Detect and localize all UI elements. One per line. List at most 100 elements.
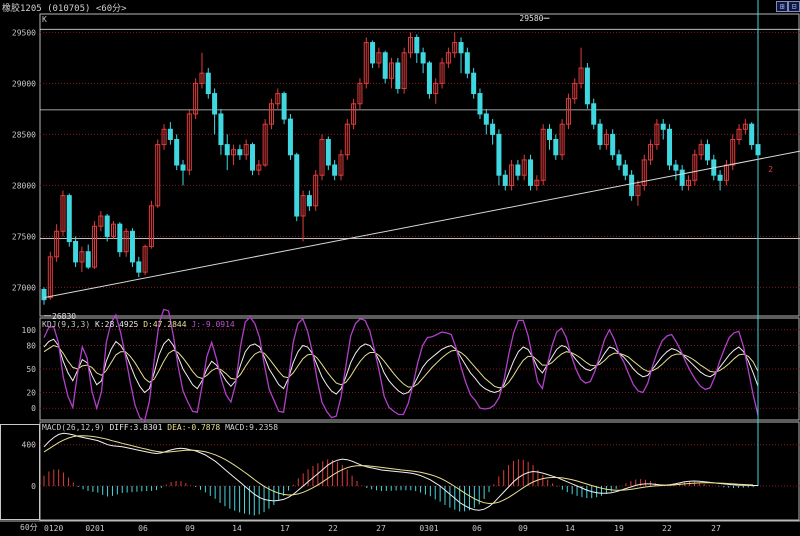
x-tick-label: 06	[472, 524, 482, 533]
candle-up	[344, 123, 350, 156]
candle-up	[60, 195, 66, 232]
candle-up	[698, 144, 704, 156]
candle-up	[433, 82, 439, 95]
candle-down	[426, 62, 432, 95]
macd-dea-line	[43, 435, 754, 505]
candle-up	[231, 149, 237, 156]
candle-up	[401, 52, 407, 89]
candle-down	[464, 52, 470, 74]
candle-down	[136, 261, 142, 273]
candle-up	[243, 144, 249, 156]
candle-up	[654, 123, 660, 146]
x-tick-label: 19	[614, 524, 624, 533]
kdj-j-line	[43, 308, 759, 422]
kdj-tick-label: 20	[26, 389, 36, 398]
candle-down	[477, 93, 483, 115]
candle-up	[407, 36, 413, 54]
candle-up	[193, 82, 199, 115]
candle-up	[521, 159, 527, 176]
candle-up	[123, 230, 129, 253]
kdj-k-line	[43, 338, 759, 395]
candle-down	[483, 113, 489, 125]
candle-up	[742, 123, 748, 130]
candle-down	[622, 164, 628, 176]
price-tick-label: 27500	[12, 232, 36, 241]
candle-up	[730, 138, 736, 166]
candle-up	[256, 164, 262, 171]
candle-up	[79, 251, 85, 263]
candle-up	[635, 184, 641, 197]
x-tick-label: 22	[328, 524, 338, 533]
macd-diff-value: DIFF:3.8301	[109, 423, 163, 432]
macd-pane-frame	[39, 421, 800, 521]
period-label[interactable]: 60分	[20, 523, 38, 532]
kdj-legend: KDJ(9,3,3) K:28.4925 D:47.2844 J:-9.0914	[42, 320, 235, 329]
candle-down	[104, 215, 110, 237]
candle-down	[212, 93, 218, 115]
candle-up	[540, 128, 546, 181]
candle-down	[205, 72, 211, 95]
x-tick-label: 17	[280, 524, 290, 533]
candle-down	[610, 133, 616, 156]
candle-down	[667, 128, 673, 166]
candle-up	[54, 230, 60, 258]
candle-down	[414, 36, 420, 54]
candle-up	[648, 144, 654, 161]
macd-histogram-value: MACD:9.2358	[225, 423, 279, 432]
macd-tick-label: 0	[31, 482, 36, 491]
x-tick-label: 09	[185, 524, 195, 533]
candle-up	[47, 256, 53, 299]
candle-down	[294, 154, 300, 217]
candle-up	[142, 246, 148, 273]
window-title: 橡胶1205 (010705) <60分>	[2, 4, 127, 14]
candle-up	[92, 225, 98, 268]
price-tick-label: 27000	[12, 283, 36, 292]
candle-up	[692, 154, 698, 181]
candle-up	[685, 179, 691, 186]
candle-down	[490, 123, 496, 135]
candle-down	[325, 138, 331, 166]
candle-down	[546, 128, 552, 140]
candle-down	[679, 169, 685, 186]
candle-up	[641, 159, 647, 186]
x-tick-label: 0201	[85, 524, 104, 533]
price-pane-frame	[39, 13, 800, 317]
candle-up	[300, 195, 306, 217]
candle-down	[704, 144, 710, 161]
kdj-d-value: D:47.2844	[143, 320, 187, 329]
candle-down	[174, 138, 180, 166]
maximize-icon[interactable]: ⊞	[776, 1, 788, 12]
macd-dea-value: DEA:-0.7878	[167, 423, 221, 432]
candle-down	[597, 123, 603, 146]
candle-up	[111, 223, 117, 237]
candle-up	[445, 52, 451, 64]
candle-down	[496, 133, 502, 176]
price-tick-label: 28000	[12, 181, 36, 190]
macd-legend: MACD(26,12,9) DIFF:3.8301 DEA:-0.7878 MA…	[42, 423, 278, 432]
x-tick-label: 14	[232, 524, 242, 533]
candle-down	[395, 62, 401, 89]
candle-down	[306, 195, 312, 207]
candle-up	[186, 113, 192, 171]
candle-down	[660, 123, 666, 130]
candle-down	[749, 123, 755, 146]
candle-up	[357, 82, 363, 105]
low-price-annotation: 26830	[52, 312, 76, 321]
kdj-name: KDJ(9,3,3)	[42, 320, 91, 329]
candle-up	[389, 62, 395, 79]
candle-up	[736, 128, 742, 140]
candle-down	[237, 149, 243, 156]
candle-down	[591, 103, 597, 125]
candle-up	[452, 42, 458, 54]
wave-marker: 2	[768, 165, 773, 174]
candle-down	[129, 230, 135, 263]
candle-up	[313, 174, 319, 207]
candle-down	[629, 174, 635, 197]
candle-up	[376, 52, 382, 64]
candle-down	[458, 42, 464, 54]
candle-down	[420, 52, 426, 64]
candle-down	[370, 42, 376, 64]
price-tick-label: 29500	[12, 28, 36, 37]
kdj-tick-label: 80	[26, 341, 36, 350]
